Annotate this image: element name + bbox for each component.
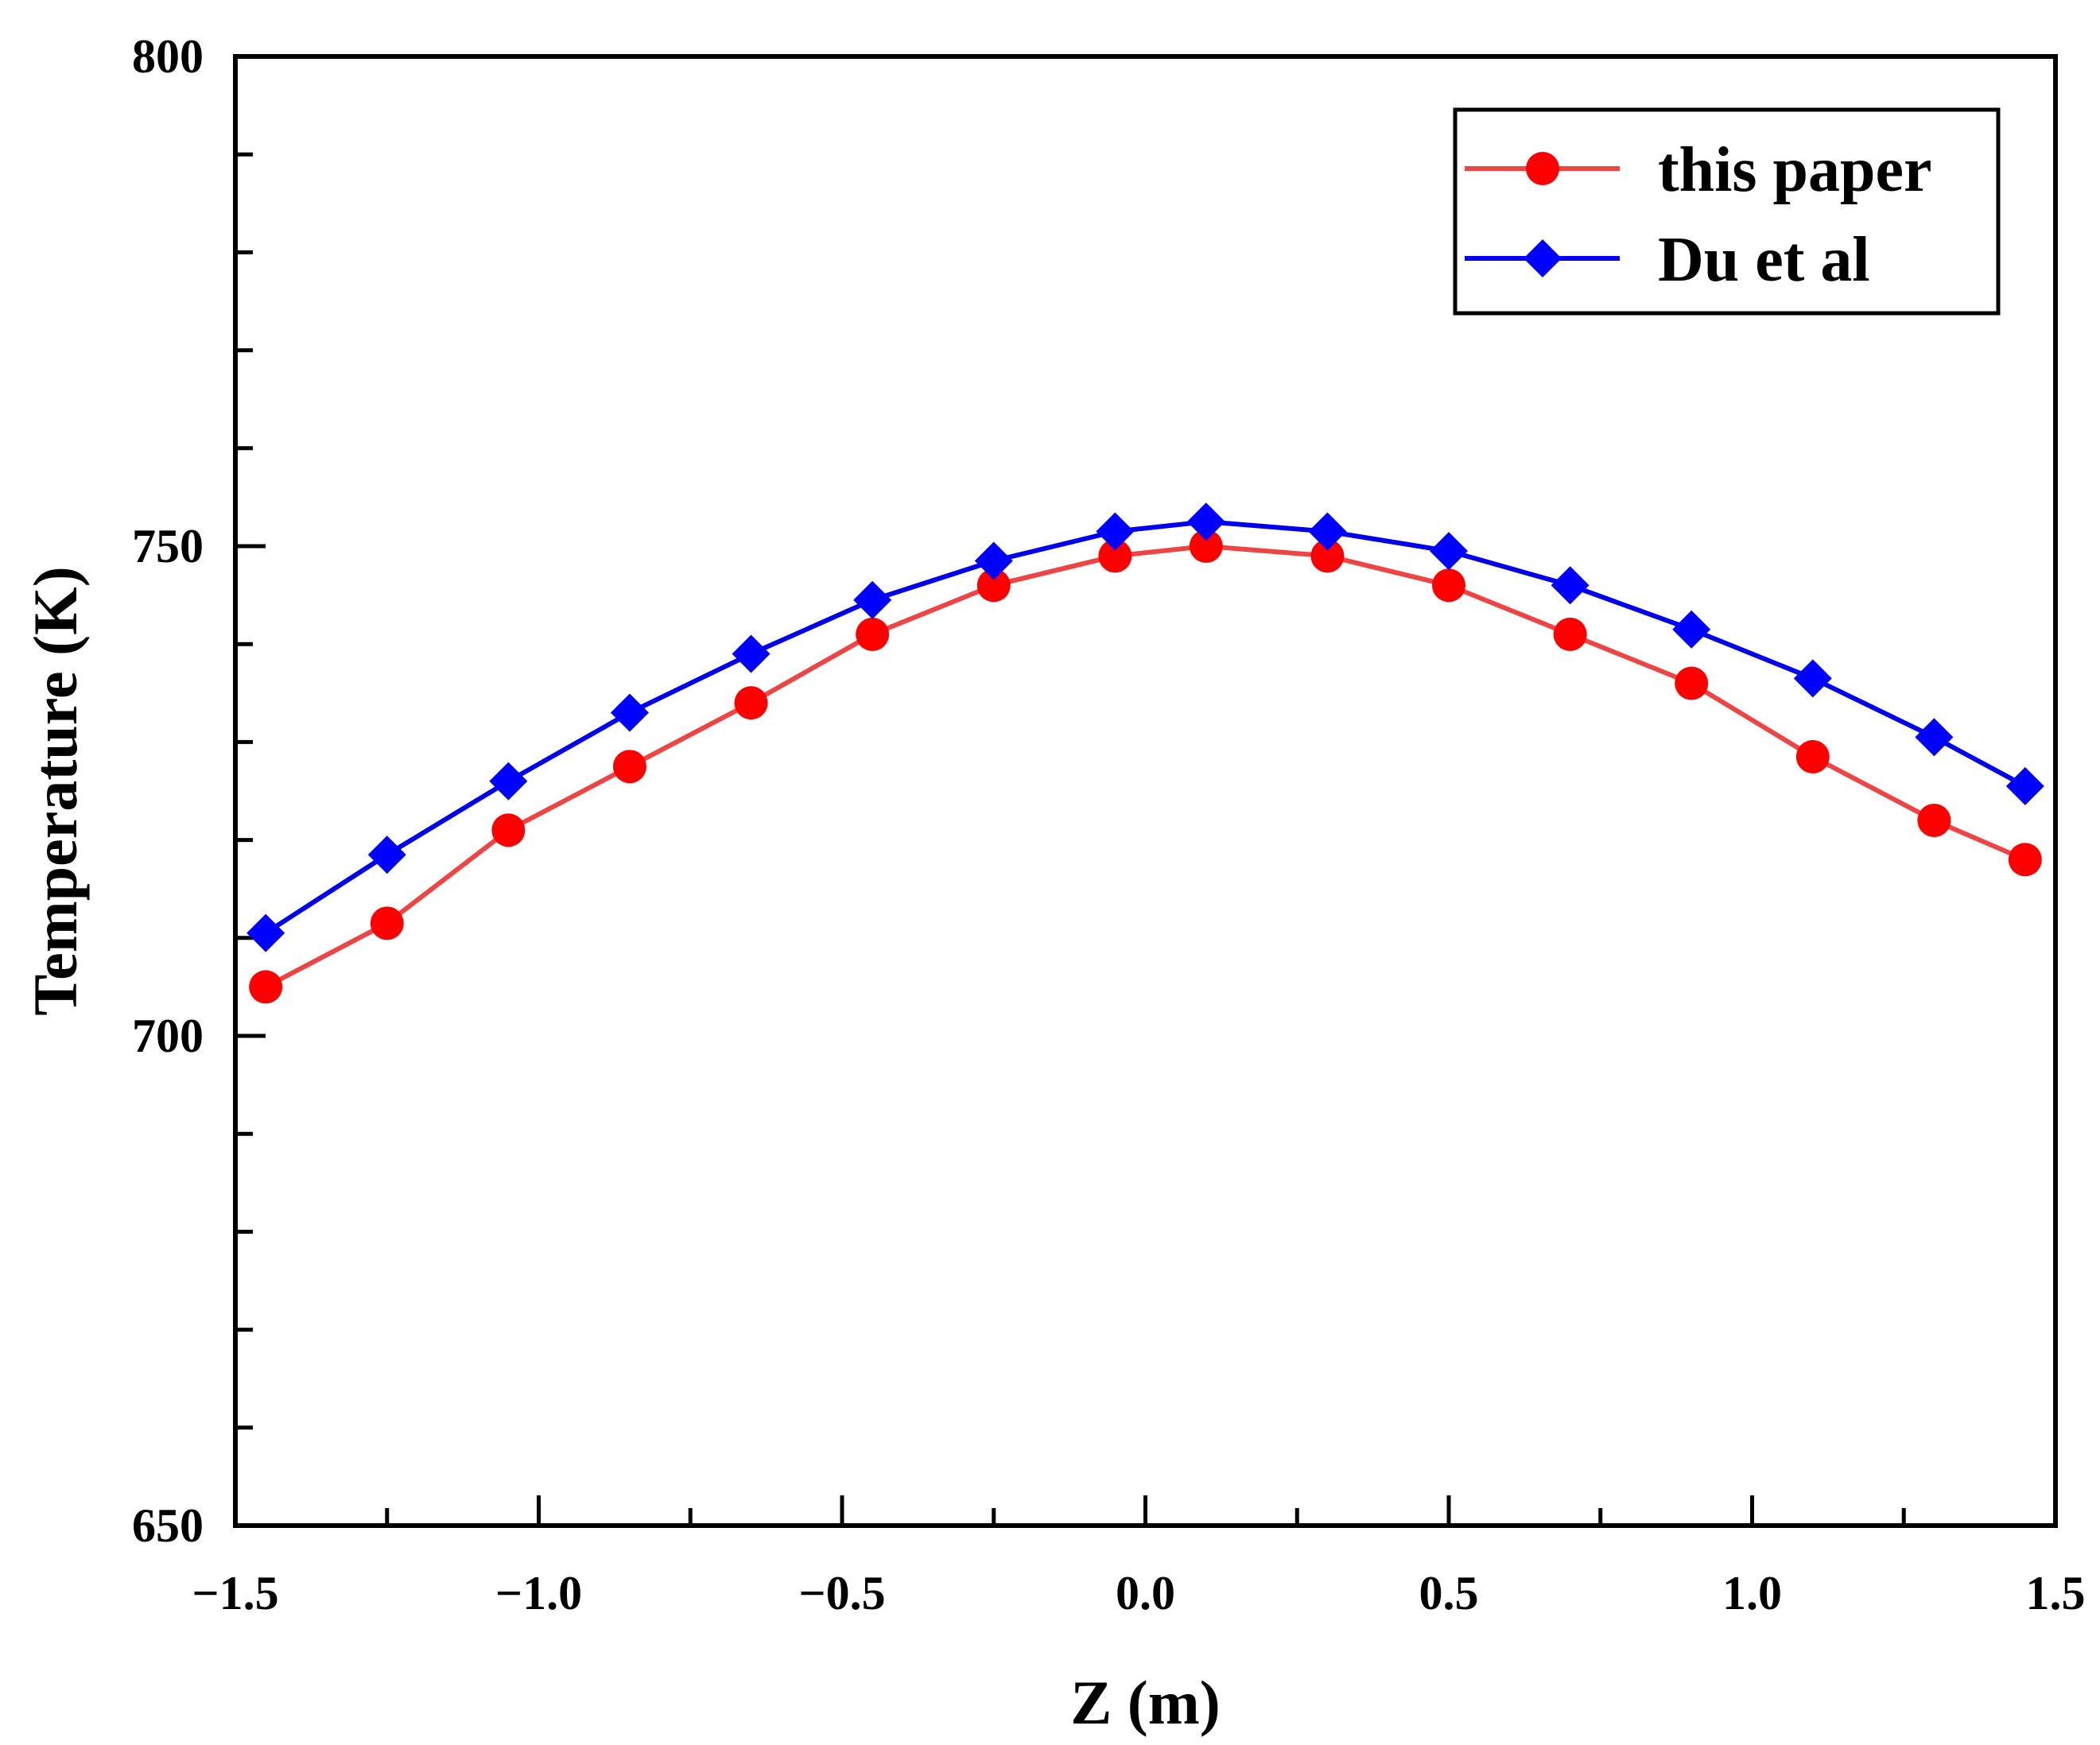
data-point-du-et-al	[1096, 512, 1135, 551]
data-point-this-paper	[1432, 568, 1465, 603]
x-tick-label: 0.5	[1419, 1567, 1479, 1619]
data-point-this-paper	[976, 568, 1011, 603]
series-line-du-et-al	[264, 519, 2027, 936]
series-layer	[246, 502, 2044, 1004]
y-tick-label: 800	[132, 30, 204, 83]
legend-label-du-et-al: Du et al	[1658, 225, 1870, 295]
data-point-du-et-al	[1430, 532, 1468, 571]
legend: this paper Du et al	[1453, 107, 2001, 316]
legend-box	[1453, 107, 2001, 316]
data-point-du-et-al	[1551, 566, 1590, 605]
legend-marker-du-et-al	[1524, 239, 1562, 277]
y-tick-label: 700	[132, 1010, 204, 1062]
data-point-du-et-al	[1793, 659, 1832, 698]
data-point-du-et-al	[974, 541, 1013, 580]
data-point-du-et-al	[1186, 502, 1225, 541]
data-point-du-et-al	[1915, 718, 1954, 757]
data-point-this-paper	[1553, 617, 1587, 651]
data-point-this-paper	[612, 750, 646, 784]
data-point-this-paper	[2008, 843, 2042, 877]
data-point-this-paper	[856, 617, 890, 651]
x-tick-label: −0.5	[798, 1567, 885, 1619]
x-axis: −1.5 −1.0 −0.5 0.0 0.5 1.0 1.5	[192, 1495, 2086, 1619]
y-tick-label: 750	[132, 520, 204, 572]
data-point-du-et-al	[489, 762, 528, 801]
data-point-du-et-al	[1672, 610, 1711, 649]
x-axis-title: Z (m)	[1070, 1668, 1220, 1737]
data-point-this-paper	[491, 813, 526, 847]
series-line-this-paper	[264, 544, 2027, 990]
x-tick-label: −1.0	[495, 1567, 582, 1619]
plot-frame	[233, 54, 2058, 1528]
data-point-this-paper	[1098, 539, 1132, 573]
x-tick-label: 1.0	[1722, 1567, 1782, 1619]
data-point-du-et-al	[1308, 512, 1347, 551]
y-axis-title: Temperature (K)	[21, 566, 90, 1015]
x-tick-label: 1.5	[2026, 1567, 2086, 1619]
data-point-this-paper	[249, 970, 283, 1004]
x-tick-label: −1.5	[192, 1567, 278, 1619]
data-point-du-et-al	[367, 836, 406, 874]
data-point-du-et-al	[246, 913, 285, 952]
x-tick-label: 0.0	[1116, 1567, 1175, 1619]
data-point-this-paper	[1917, 803, 1951, 837]
y-tick-label: 650	[132, 1499, 204, 1552]
data-point-du-et-al	[610, 693, 649, 732]
data-point-this-paper	[370, 906, 404, 940]
legend-marker-this-paper	[1526, 152, 1559, 185]
data-point-du-et-al	[853, 580, 892, 619]
data-point-this-paper	[734, 686, 768, 720]
data-point-this-paper	[1189, 529, 1223, 563]
data-point-du-et-al	[732, 634, 771, 673]
data-point-this-paper	[1675, 666, 1709, 700]
data-point-this-paper	[1795, 739, 1830, 774]
data-point-du-et-al	[2005, 766, 2044, 805]
data-point-this-paper	[1310, 539, 1345, 573]
legend-label-this-paper: this paper	[1658, 135, 1932, 205]
